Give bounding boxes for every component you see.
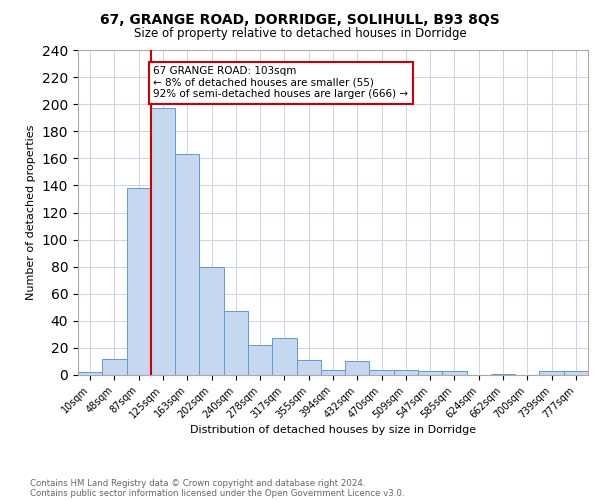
Bar xyxy=(394,370,418,375)
Text: Size of property relative to detached houses in Dorridge: Size of property relative to detached ho… xyxy=(134,28,466,40)
Bar xyxy=(345,362,370,375)
Bar xyxy=(370,370,394,375)
Bar xyxy=(491,374,515,375)
Text: 67 GRANGE ROAD: 103sqm
← 8% of detached houses are smaller (55)
92% of semi-deta: 67 GRANGE ROAD: 103sqm ← 8% of detached … xyxy=(153,66,409,100)
X-axis label: Distribution of detached houses by size in Dorridge: Distribution of detached houses by size … xyxy=(190,426,476,436)
Bar xyxy=(248,345,272,375)
Bar xyxy=(418,371,442,375)
Bar xyxy=(199,266,224,375)
Text: Contains HM Land Registry data © Crown copyright and database right 2024.: Contains HM Land Registry data © Crown c… xyxy=(30,478,365,488)
Bar xyxy=(78,372,102,375)
Bar xyxy=(151,108,175,375)
Bar xyxy=(102,359,127,375)
Bar xyxy=(224,312,248,375)
Bar xyxy=(539,371,564,375)
Bar xyxy=(296,360,321,375)
Bar xyxy=(272,338,296,375)
Bar xyxy=(175,154,199,375)
Y-axis label: Number of detached properties: Number of detached properties xyxy=(26,125,36,300)
Text: Contains public sector information licensed under the Open Government Licence v3: Contains public sector information licen… xyxy=(30,488,404,498)
Bar xyxy=(442,371,467,375)
Bar xyxy=(564,371,588,375)
Bar xyxy=(321,370,345,375)
Text: 67, GRANGE ROAD, DORRIDGE, SOLIHULL, B93 8QS: 67, GRANGE ROAD, DORRIDGE, SOLIHULL, B93… xyxy=(100,12,500,26)
Bar xyxy=(127,188,151,375)
